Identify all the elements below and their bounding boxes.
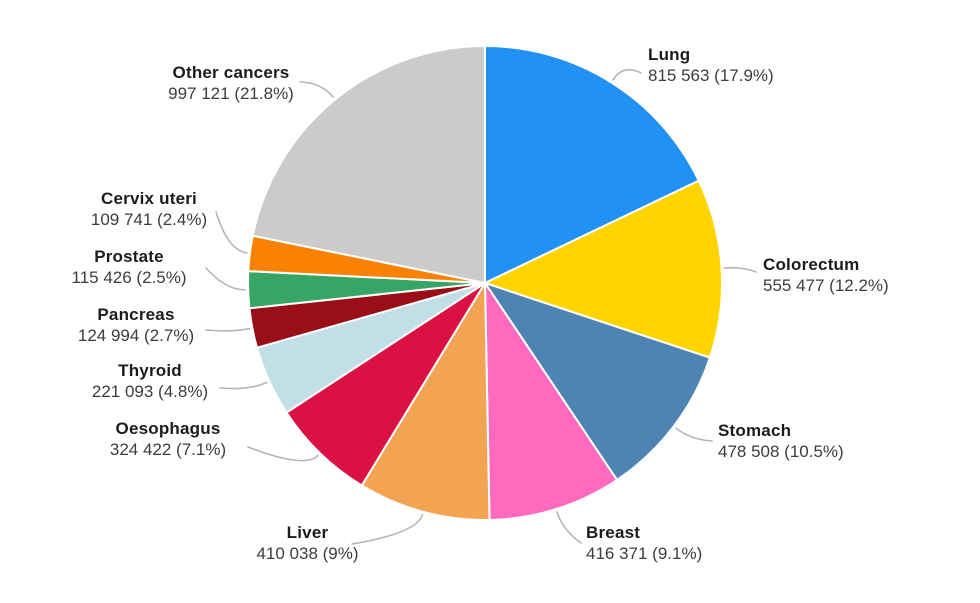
slice-value: 815 563 (17.9%) bbox=[648, 66, 774, 85]
slice-name: Lung bbox=[648, 45, 691, 64]
slice-label-lung: Lung 815 563 (17.9%) bbox=[648, 44, 774, 86]
slice-value: 109 741 (2.4%) bbox=[90, 210, 208, 229]
leader-line-breast bbox=[556, 511, 582, 544]
pie-slice-lung bbox=[484, 45, 700, 284]
slice-label-liver: Liver 410 038 (9%) bbox=[245, 522, 370, 564]
slice-name: Colorectum bbox=[763, 255, 860, 274]
slice-value: 221 093 (4.8%) bbox=[91, 382, 209, 401]
slice-label-pancreas: Pancreas 124 994 (2.7%) bbox=[56, 304, 216, 346]
leader-line-liver bbox=[351, 513, 424, 545]
slice-label-cervix-uteri: Cervix uteri 109 741 (2.4%) bbox=[69, 188, 229, 230]
slice-value: 997 121 (21.8%) bbox=[168, 84, 294, 103]
slice-value: 115 426 (2.5%) bbox=[71, 268, 187, 287]
slice-name: Thyroid bbox=[118, 361, 182, 380]
slice-label-thyroid: Thyroid 221 093 (4.8%) bbox=[70, 360, 230, 402]
slice-label-other-cancers: Other cancers 997 121 (21.8%) bbox=[146, 62, 316, 104]
slice-name: Other cancers bbox=[172, 63, 290, 82]
slice-value: 124 994 (2.7%) bbox=[77, 326, 195, 345]
leader-line-lung bbox=[612, 68, 642, 81]
pie-slice-breast bbox=[484, 282, 618, 521]
slice-name: Breast bbox=[586, 523, 641, 542]
pie-slice-liver bbox=[360, 282, 491, 522]
leader-line-oesophagus bbox=[247, 446, 319, 462]
slice-label-breast: Breast 416 371 (9.1%) bbox=[586, 522, 702, 564]
slice-label-prostate: Prostate 115 426 (2.5%) bbox=[49, 246, 209, 288]
leader-line-other-cancers bbox=[299, 81, 334, 98]
slice-value: 410 038 (9%) bbox=[256, 544, 359, 563]
slice-value: 555 477 (12.2%) bbox=[763, 276, 889, 295]
slice-value: 324 422 (7.1%) bbox=[109, 440, 227, 459]
slice-name: Stomach bbox=[718, 421, 792, 440]
slice-value: 416 371 (9.1%) bbox=[586, 544, 703, 563]
slice-label-oesophagus: Oesophagus 324 422 (7.1%) bbox=[88, 418, 248, 460]
pie-slice-colorectum bbox=[484, 179, 723, 359]
leader-line-cervix-uteri bbox=[215, 211, 248, 254]
leader-line-pancreas bbox=[205, 327, 251, 332]
leader-line-colorectum bbox=[723, 266, 757, 273]
pie-slice-other-cancers bbox=[251, 45, 486, 284]
leader-line-stomach bbox=[675, 427, 713, 442]
pie-slice-oesophagus bbox=[285, 282, 486, 487]
slice-name: Pancreas bbox=[97, 305, 175, 324]
pie-slice-stomach bbox=[484, 282, 711, 481]
slice-name: Oesophagus bbox=[115, 419, 221, 438]
slice-name: Prostate bbox=[94, 247, 164, 266]
leader-line-thyroid bbox=[219, 381, 268, 390]
slice-name: Liver bbox=[286, 523, 329, 542]
leader-line-prostate bbox=[205, 267, 246, 291]
slice-label-stomach: Stomach 478 508 (10.5%) bbox=[718, 420, 844, 462]
slice-value: 478 508 (10.5%) bbox=[718, 442, 844, 461]
slice-label-colorectum: Colorectum 555 477 (12.2%) bbox=[763, 254, 889, 296]
slice-name: Cervix uteri bbox=[101, 189, 197, 208]
